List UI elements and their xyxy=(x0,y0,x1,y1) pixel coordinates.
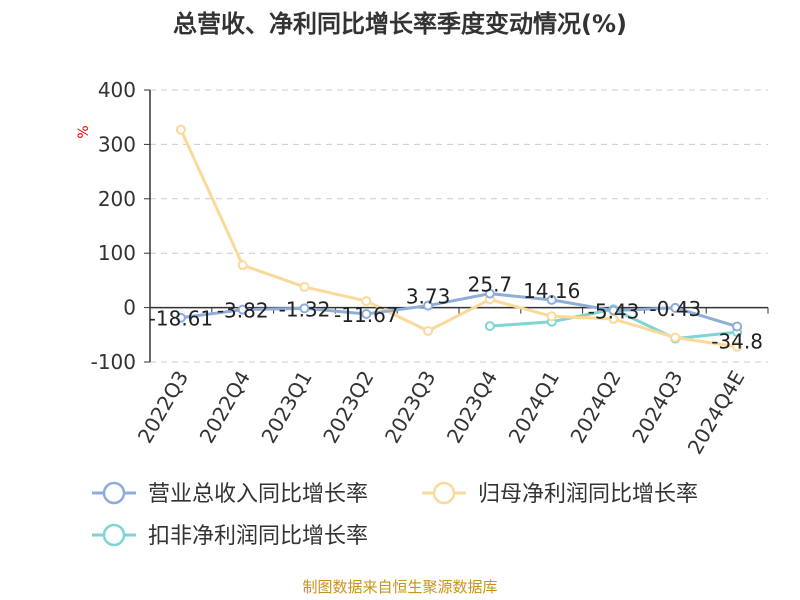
data-point xyxy=(237,304,248,315)
data-label: -18.61 xyxy=(149,307,213,331)
y-tick-label: 100 xyxy=(98,241,136,265)
data-point xyxy=(423,325,434,336)
data-point xyxy=(299,281,310,292)
legend-label: 归母净利润同比增长率 xyxy=(478,482,698,507)
legend-marker xyxy=(102,481,126,505)
data-label: -5.43 xyxy=(588,300,640,324)
y-tick-label: 400 xyxy=(98,78,136,102)
data-label: 14.16 xyxy=(523,279,580,303)
x-tick-label: 2024Q1 xyxy=(504,367,564,448)
data-point xyxy=(608,305,619,316)
data-label: -1.32 xyxy=(279,297,331,321)
x-tick-label: 2023Q3 xyxy=(380,366,440,447)
grid-layer xyxy=(150,89,768,363)
data-point xyxy=(732,321,743,332)
x-tick-label: 2023Q1 xyxy=(256,367,316,448)
data-point xyxy=(423,300,434,311)
legend-marker xyxy=(432,481,456,505)
data-point xyxy=(299,303,310,314)
legend-item[interactable]: 营业总收入同比增长率 xyxy=(92,481,368,507)
data-point xyxy=(361,296,372,307)
data-point xyxy=(361,308,372,319)
y-axis-unit: % xyxy=(76,125,92,138)
y-tick-label: -100 xyxy=(91,350,136,374)
data-point xyxy=(670,302,681,313)
y-tick-label: 0 xyxy=(123,296,136,320)
data-label: -34.8 xyxy=(711,330,763,354)
chart-title: 总营收、净利同比增长率季度变动情况(%) xyxy=(173,10,627,38)
data-point xyxy=(670,332,681,343)
y-tick-label: 300 xyxy=(98,132,136,156)
series-line xyxy=(179,129,738,349)
x-tick-label: 2024Q3 xyxy=(627,367,687,448)
data-label: -11.67 xyxy=(334,303,398,327)
data-point xyxy=(237,260,248,271)
legend-item[interactable]: 归母净利润同比增长率 xyxy=(422,481,698,507)
x-tick-label: 2022Q3 xyxy=(133,367,193,448)
legend-label: 营业总收入同比增长率 xyxy=(148,482,368,507)
data-point xyxy=(484,288,495,299)
x-tick-label: 2023Q4 xyxy=(442,367,502,448)
data-point xyxy=(484,321,495,332)
data-label: 25.7 xyxy=(468,273,513,297)
data-point xyxy=(546,294,557,305)
data-point xyxy=(175,124,186,135)
x-tick-label: 2022Q4 xyxy=(195,367,255,448)
x-tick-label: 2023Q2 xyxy=(318,367,378,448)
series-line xyxy=(180,292,738,328)
y-tick-label: 200 xyxy=(98,187,136,211)
x-tick-label: 2024Q2 xyxy=(565,367,625,448)
data-point xyxy=(546,311,557,322)
data-label: -3.82 xyxy=(217,299,269,323)
data-point xyxy=(732,341,743,352)
legend-marker xyxy=(102,523,126,547)
data-label-layer: -18.61 -3.82 -1.32 -11.67 3.73 25.7 14.16 -5.43… xyxy=(149,273,763,354)
legend-item[interactable]: 扣非净利润同比增长率 xyxy=(92,523,368,549)
series-layer xyxy=(175,124,743,352)
x-tick-label: 2024Q4E xyxy=(683,367,750,459)
data-label: 3.73 xyxy=(406,285,451,309)
data-point xyxy=(175,312,186,323)
data-label: -0.43 xyxy=(649,297,701,321)
legend-label: 扣非净利润同比增长率 xyxy=(148,524,368,549)
source-note: 制图数据来自恒生聚源数据库 xyxy=(302,578,497,596)
